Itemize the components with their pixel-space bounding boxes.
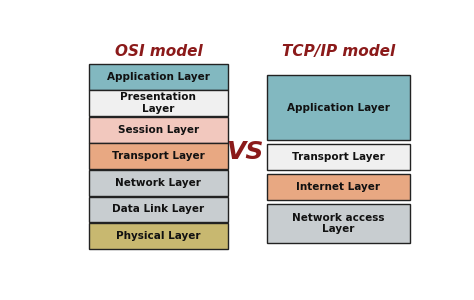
Text: Physical Layer: Physical Layer: [116, 231, 201, 241]
FancyBboxPatch shape: [89, 143, 228, 169]
Text: TCP/IP model: TCP/IP model: [282, 44, 395, 59]
Text: Network Layer: Network Layer: [116, 178, 201, 188]
FancyBboxPatch shape: [89, 64, 228, 90]
FancyBboxPatch shape: [267, 174, 410, 200]
Text: Transport Layer: Transport Layer: [292, 152, 385, 162]
Text: Application Layer: Application Layer: [107, 72, 210, 82]
Text: Application Layer: Application Layer: [287, 103, 390, 112]
Text: Internet Layer: Internet Layer: [296, 182, 381, 192]
FancyBboxPatch shape: [89, 170, 228, 196]
FancyBboxPatch shape: [267, 75, 410, 140]
Text: Transport Layer: Transport Layer: [112, 152, 205, 161]
Text: Presentation
Layer: Presentation Layer: [120, 92, 196, 114]
FancyBboxPatch shape: [89, 223, 228, 249]
Text: Network access
Layer: Network access Layer: [292, 213, 385, 234]
FancyBboxPatch shape: [267, 204, 410, 243]
Text: Session Layer: Session Layer: [118, 125, 199, 135]
Text: VS: VS: [226, 140, 264, 164]
Text: OSI model: OSI model: [115, 44, 202, 59]
FancyBboxPatch shape: [267, 144, 410, 170]
FancyBboxPatch shape: [89, 117, 228, 143]
FancyBboxPatch shape: [89, 196, 228, 222]
FancyBboxPatch shape: [89, 90, 228, 116]
Text: Data Link Layer: Data Link Layer: [112, 205, 204, 214]
